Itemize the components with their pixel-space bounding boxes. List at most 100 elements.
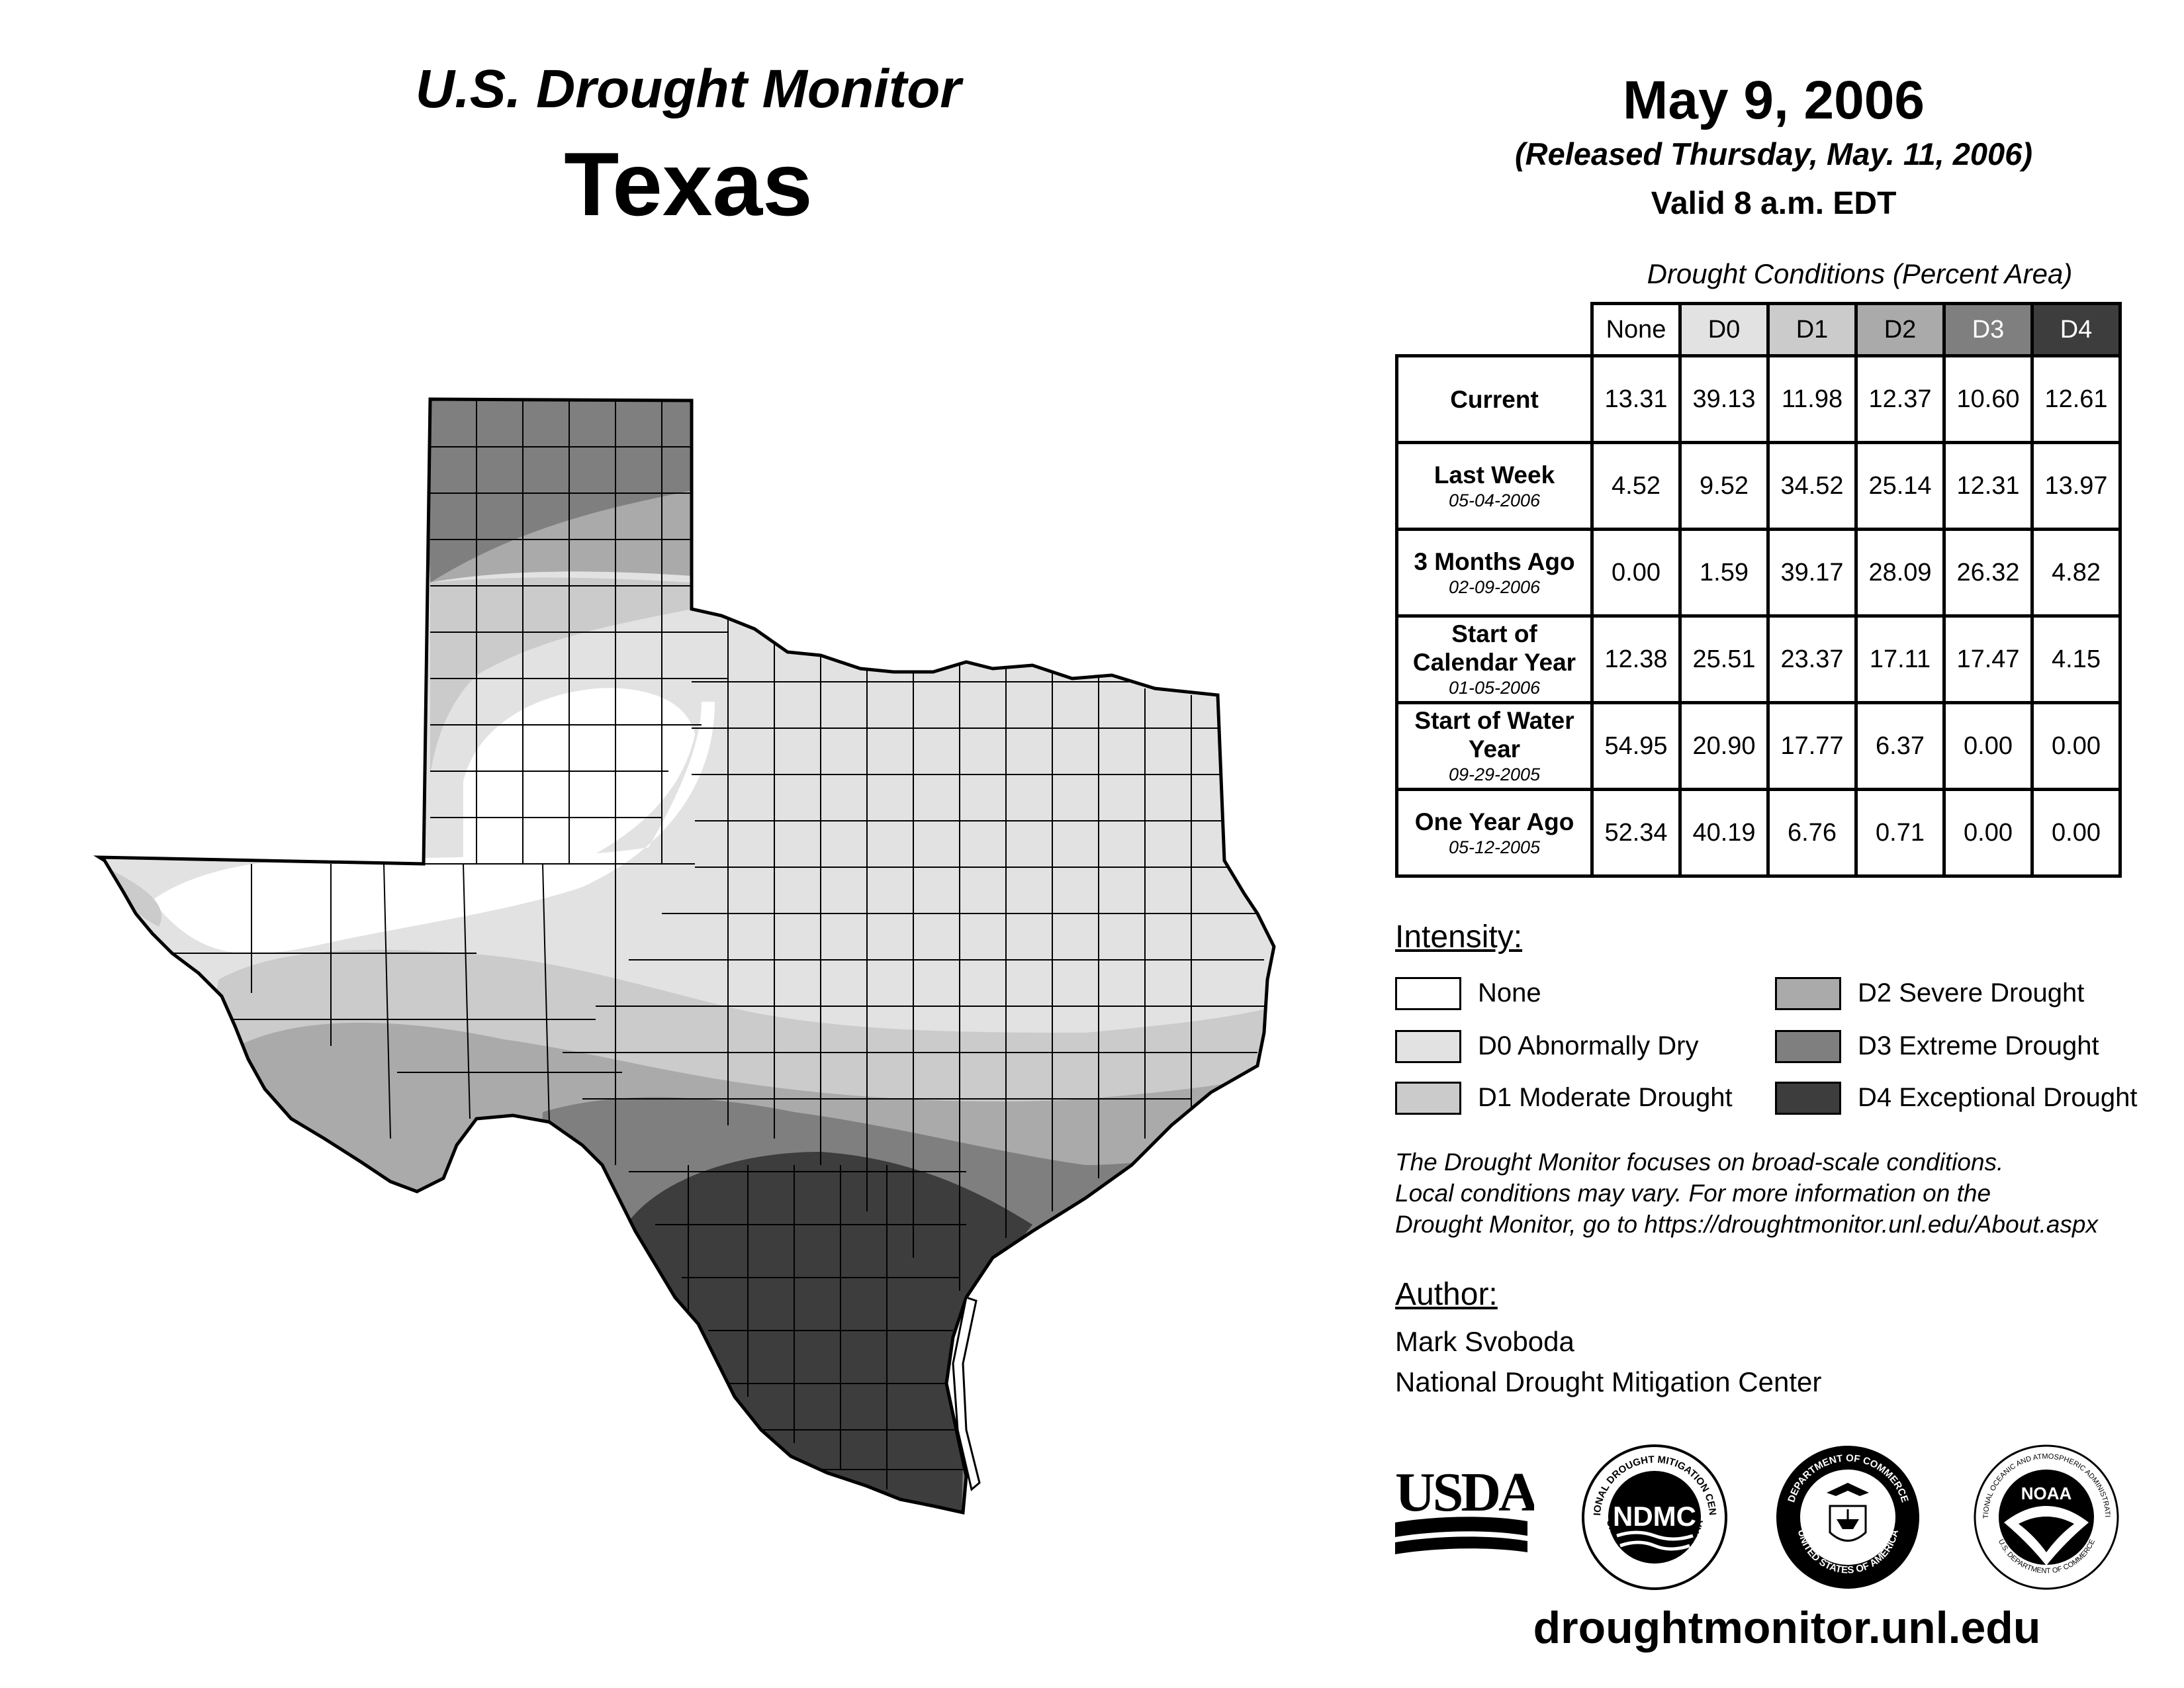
table-cell: 4.52 (1590, 441, 1682, 531)
table-cell: 0.00 (1942, 701, 2034, 791)
table-cell: 13.97 (2030, 441, 2122, 531)
drought-conditions-table: None D0 D1 D2 D3 D4 Current 13.31 39.13 11.… (1395, 302, 2122, 878)
table-cell: 39.13 (1678, 354, 1770, 444)
band-d1-panhandle (430, 577, 692, 774)
table-cell: 13.31 (1590, 354, 1682, 444)
col-header-d3: D3 (1942, 302, 2034, 357)
map-title: Texas (564, 134, 813, 234)
table-row: Start of Water Year 09-29-2005 54.95 20.90 1… (1395, 701, 2122, 791)
note-line-1: The Drought Monitor focuses on broad-sca… (1395, 1149, 2004, 1176)
table-cell: 1.59 (1678, 528, 1770, 618)
texas-drought-map (93, 397, 1276, 1515)
row-label-text: Current (1450, 385, 1539, 413)
table-cell: 9.52 (1678, 441, 1770, 531)
website-url[interactable]: droughtmonitor.unl.edu (1533, 1603, 2041, 1653)
row-date: 01-05-2006 (1448, 678, 1541, 698)
table-row: Last Week 05-04-2006 4.52 9.52 34.52 25.14 12.… (1395, 441, 2122, 531)
row-label-text: Last Week (1433, 461, 1555, 489)
department-of-commerce-seal: DEPARTMENT OF COMMERCE UNITED STATES OF … (1776, 1446, 1919, 1589)
row-label: Current (1395, 354, 1594, 444)
table-cell: 40.19 (1678, 788, 1770, 878)
county-grid-central (563, 616, 1264, 1291)
table-cell: 12.31 (1942, 441, 2034, 531)
row-label-text: Start of Calendar Year (1412, 620, 1576, 676)
legend-label-d2: D2 Severe Drought (1858, 978, 2085, 1008)
legend-label-none: None (1478, 978, 1541, 1008)
county-grid-south (629, 1165, 966, 1489)
table-cell: 17.77 (1766, 701, 1858, 791)
table-row: Current 13.31 39.13 11.98 12.37 10.60 12.61 (1395, 354, 2122, 444)
county-lines (165, 399, 1264, 1489)
legend-swatch-d4 (1775, 1082, 1841, 1115)
row-date: 05-04-2006 (1448, 490, 1541, 510)
noaa-logo-text: NOAA (2021, 1483, 2072, 1503)
table-cell: 10.60 (1942, 354, 2034, 444)
col-header-d4: D4 (2030, 302, 2122, 357)
table-cell: 54.95 (1590, 701, 1682, 791)
table-cell: 52.34 (1590, 788, 1682, 878)
table-cell: 25.14 (1854, 441, 1946, 531)
row-label: One Year Ago 05-12-2005 (1395, 788, 1594, 878)
legend-swatch-none (1395, 977, 1461, 1010)
legend-label-d4: D4 Exceptional Drought (1858, 1083, 2138, 1112)
row-label: Start of Water Year 09-29-2005 (1395, 701, 1594, 791)
valid-time: Valid 8 a.m. EDT (1651, 186, 1897, 221)
table-cell: 6.37 (1854, 701, 1946, 791)
band-none-west (152, 702, 715, 954)
table-cell: 20.90 (1678, 701, 1770, 791)
table-cell: 39.17 (1766, 528, 1858, 618)
table-cell: 23.37 (1766, 614, 1858, 704)
table-cell: 0.00 (1590, 528, 1682, 618)
col-header-none: None (1590, 302, 1682, 357)
table-cell: 0.71 (1854, 788, 1946, 878)
table-cell: 17.47 (1942, 614, 2034, 704)
row-label: Start of Calendar Year 01-05-2006 (1395, 614, 1594, 704)
row-label-text: Start of Water Year (1414, 707, 1574, 763)
table-cell: 25.51 (1678, 614, 1770, 704)
table-header-row: None D0 D1 D2 D3 D4 (1397, 302, 2122, 357)
table-cell: 4.15 (2030, 614, 2122, 704)
col-header-d2: D2 (1854, 302, 1946, 357)
usda-logo-text: USDA (1395, 1463, 1534, 1523)
author-name: Mark Svoboda (1395, 1326, 1574, 1357)
table-caption: Drought Conditions (Percent Area) (1647, 258, 2073, 289)
table-row: One Year Ago 05-12-2005 52.34 40.19 6.76 0.71… (1395, 788, 2122, 878)
note-line-2: Local conditions may vary. For more info… (1395, 1180, 1991, 1207)
band-d3-panhandle (424, 399, 695, 583)
ndmc-logo: NATIONAL DROUGHT MITIGATION CENTER UNIVE… (1580, 1443, 1727, 1590)
legend-label-d0: D0 Abnormally Dry (1478, 1031, 1699, 1060)
table-cell: 34.52 (1766, 441, 1858, 531)
table-row: Start of Calendar Year 01-05-2006 12.38 25.… (1395, 614, 2122, 704)
noaa-logo: NATIONAL OCEANIC AND ATMOSPHERIC ADMINIS… (1972, 1443, 2119, 1590)
county-grid-panhandle (424, 399, 728, 865)
band-d4-south (596, 1152, 1032, 1513)
release-date: (Released Thursday, May. 11, 2006) (1515, 136, 2032, 171)
disclaimer-note: The Drought Monitor focuses on broad-sca… (1395, 1147, 2176, 1240)
table-cell: 12.38 (1590, 614, 1682, 704)
table-cell: 0.00 (1942, 788, 2034, 878)
legend-title: Intensity: (1395, 919, 1523, 955)
legend-swatch-d3 (1775, 1030, 1841, 1063)
row-date: 09-29-2005 (1448, 765, 1541, 784)
author-heading: Author: (1395, 1277, 1498, 1312)
padre-island (952, 1296, 981, 1491)
author-organization: National Drought Mitigation Center (1395, 1366, 1822, 1397)
legend-label-d3: D3 Extreme Drought (1858, 1031, 2099, 1060)
table-cell: 26.32 (1942, 528, 2034, 618)
note-line-3: Drought Monitor, go to https://droughtmo… (1395, 1211, 2098, 1238)
table-cell: 12.61 (2030, 354, 2122, 444)
table-cell: 28.09 (1854, 528, 1946, 618)
col-header-d1: D1 (1766, 302, 1858, 357)
usda-logo: USDA (1395, 1463, 1534, 1554)
table-row: 3 Months Ago 02-09-2006 0.00 1.59 39.17 28.09… (1395, 528, 2122, 618)
legend-swatch-d2 (1775, 977, 1841, 1010)
table-cell: 11.98 (1766, 354, 1858, 444)
row-label-text: 3 Months Ago (1414, 547, 1575, 575)
map-subtitle: U.S. Drought Monitor (415, 59, 962, 119)
table-corner (1397, 304, 1592, 356)
col-header-d0: D0 (1678, 302, 1770, 357)
table-cell: 17.11 (1854, 614, 1946, 704)
legend-label-d1: D1 Moderate Drought (1478, 1083, 1733, 1112)
row-date: 02-09-2006 (1448, 577, 1541, 597)
row-label-text: One Year Ago (1414, 808, 1574, 835)
